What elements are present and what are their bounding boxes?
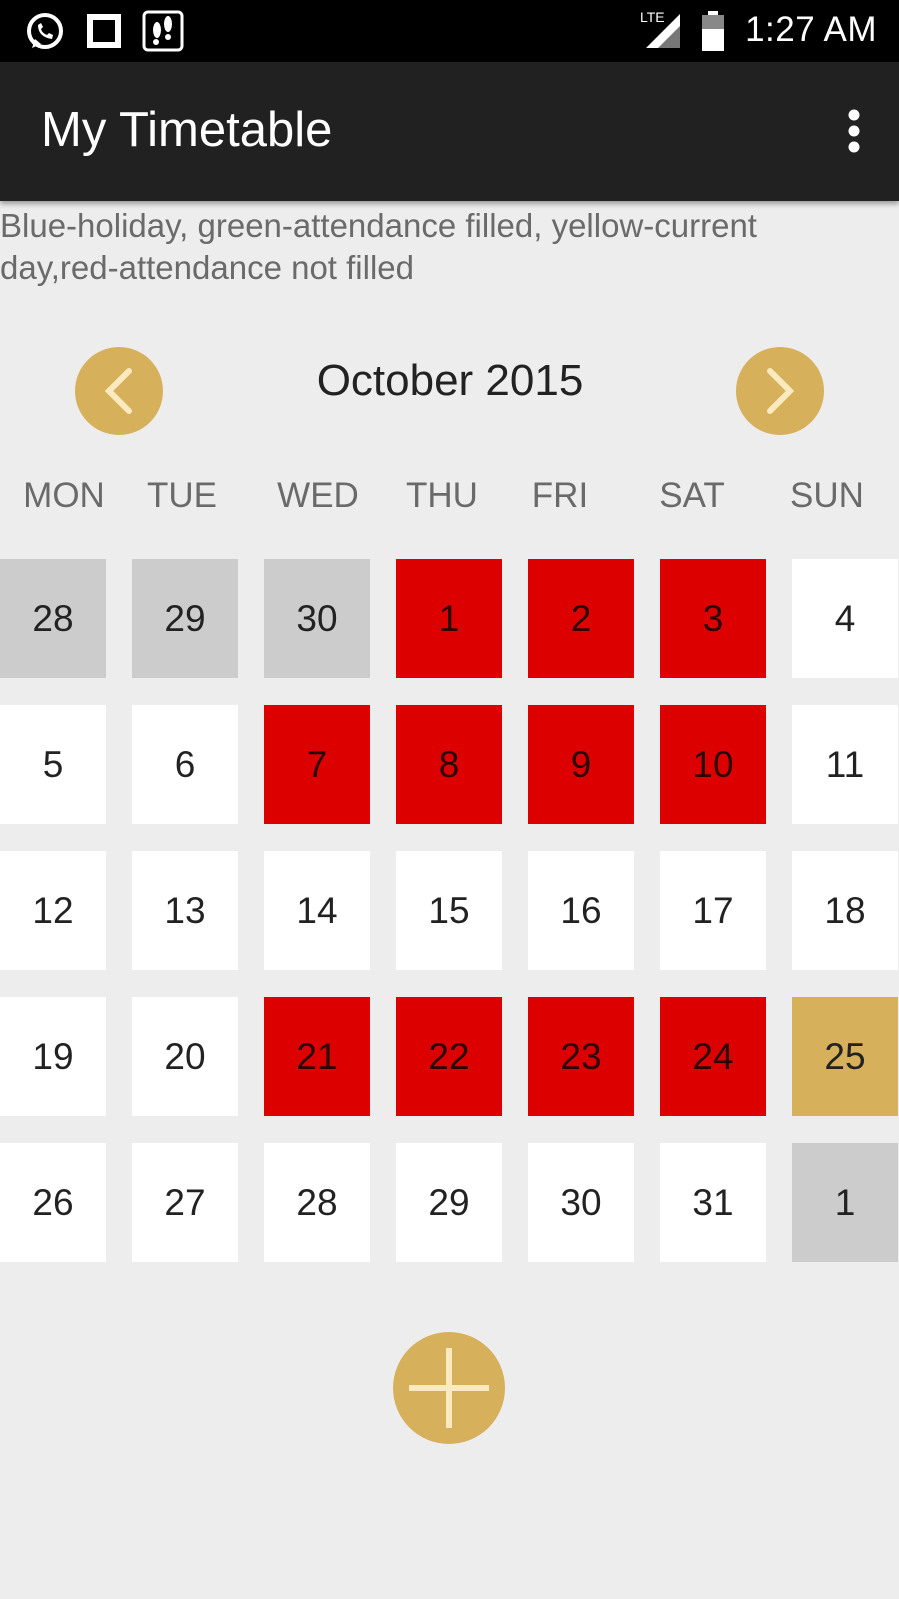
previous-month-button[interactable] <box>75 347 163 435</box>
calendar-day-cell[interactable]: 23 <box>528 997 634 1116</box>
status-bar: LTE 1:27 AM <box>0 0 899 62</box>
calendar-day-cell[interactable]: 29 <box>132 559 238 678</box>
weekday-fri: FRI <box>531 476 589 515</box>
next-month-button[interactable] <box>736 347 824 435</box>
calendar-day-cell[interactable]: 30 <box>528 1143 634 1262</box>
calendar-day-cell[interactable]: 2 <box>528 559 634 678</box>
calendar-day-cell[interactable]: 6 <box>132 705 238 824</box>
calendar-day-cell[interactable]: 28 <box>264 1143 370 1262</box>
weekday-wed: WED <box>277 476 359 515</box>
plus-icon <box>409 1348 489 1428</box>
calendar-day-cell[interactable]: 24 <box>660 997 766 1116</box>
calendar-day-cell[interactable]: 1 <box>792 1143 898 1262</box>
calendar-day-cell[interactable]: 1 <box>396 559 502 678</box>
weekday-sat: SAT <box>659 476 725 515</box>
calendar-day-cell[interactable]: 11 <box>792 705 898 824</box>
calendar-day-cell[interactable]: 18 <box>792 851 898 970</box>
app-title: My Timetable <box>41 103 333 157</box>
calendar-day-cell[interactable]: 21 <box>264 997 370 1116</box>
signal-icon: LTE <box>640 9 680 48</box>
calendar-day-cell[interactable]: 4 <box>792 559 898 678</box>
chevron-left-icon <box>104 368 132 414</box>
calendar-day-cell[interactable]: 10 <box>660 705 766 824</box>
weekday-thu: THU <box>406 476 478 515</box>
legend-text: Blue-holiday, green-attendance filled, y… <box>0 207 757 286</box>
calendar-day-cell[interactable]: 7 <box>264 705 370 824</box>
calendar-day-cell[interactable]: 3 <box>660 559 766 678</box>
calendar-day-cell[interactable]: 15 <box>396 851 502 970</box>
calendar-day-cell[interactable]: 27 <box>132 1143 238 1262</box>
calendar-day-cell[interactable]: 17 <box>660 851 766 970</box>
clock: 1:27 AM <box>745 10 877 49</box>
calendar-day-cell[interactable]: 9 <box>528 705 634 824</box>
square-notification-icon <box>87 14 121 48</box>
weekday-mon: MON <box>23 476 105 515</box>
month-title: October 2015 <box>316 356 584 405</box>
add-button[interactable] <box>393 1332 505 1444</box>
chevron-right-icon <box>767 368 795 414</box>
battery-icon <box>702 11 724 51</box>
calendar-day-cell[interactable]: 19 <box>0 997 106 1116</box>
calendar-day-cell[interactable]: 13 <box>132 851 238 970</box>
calendar-day-cell[interactable]: 29 <box>396 1143 502 1262</box>
calendar-day-cell[interactable]: 26 <box>0 1143 106 1262</box>
more-vertical-icon <box>848 109 860 153</box>
calendar-day-cell[interactable]: 20 <box>132 997 238 1116</box>
weekday-sun: SUN <box>790 476 864 515</box>
calendar-day-cell[interactable]: 22 <box>396 997 502 1116</box>
more-options-button[interactable] <box>839 106 869 156</box>
calendar-day-cell[interactable]: 5 <box>0 705 106 824</box>
calendar-day-cell[interactable]: 14 <box>264 851 370 970</box>
calendar-day-cell[interactable]: 8 <box>396 705 502 824</box>
calendar-day-cell[interactable]: 25 <box>792 997 898 1116</box>
calendar-day-cell[interactable]: 16 <box>528 851 634 970</box>
calendar-day-cell[interactable]: 30 <box>264 559 370 678</box>
calendar-day-cell[interactable]: 28 <box>0 559 106 678</box>
whatsapp-icon <box>27 13 63 49</box>
calendar-day-cell[interactable]: 12 <box>0 851 106 970</box>
network-label: LTE <box>640 9 665 25</box>
footprints-icon <box>142 10 184 52</box>
weekday-tue: TUE <box>147 476 217 515</box>
app-bar: My Timetable <box>0 62 899 201</box>
calendar-day-cell[interactable]: 31 <box>660 1143 766 1262</box>
